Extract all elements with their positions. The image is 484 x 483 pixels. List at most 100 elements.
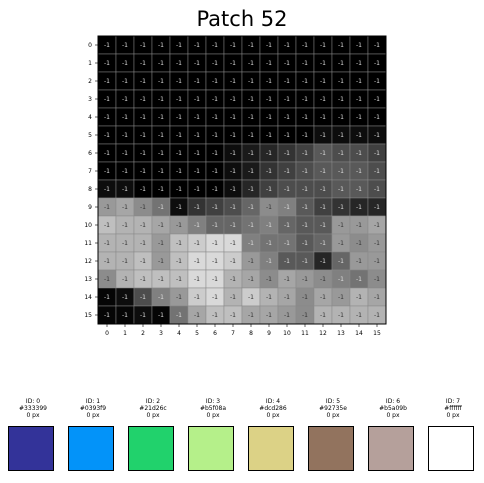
cell-label: -1 [320,96,326,103]
cell-label: -1 [158,222,164,229]
swatch-color-box [188,426,234,471]
cell-label: -1 [176,186,182,193]
cell-label: -1 [158,312,164,319]
cell-label: -1 [122,150,128,157]
cell-label: -1 [266,276,272,283]
cell-label: -1 [176,114,182,121]
cell-label: -1 [104,294,110,301]
cell-label: -1 [158,114,164,121]
cell-label: -1 [158,276,164,283]
cell-label: -1 [302,294,308,301]
cell-label: -1 [158,168,164,175]
cell-label: -1 [320,204,326,211]
cell-label: -1 [176,168,182,175]
cell-label: -1 [140,204,146,211]
cell-label: -1 [194,186,200,193]
cell-label: -1 [212,168,218,175]
cell-label: -1 [374,276,380,283]
swatch-id: ID: 2 [145,398,161,405]
cell-label: -1 [320,240,326,247]
cell-label: -1 [140,132,146,139]
cell-label: -1 [122,132,128,139]
cell-label: -1 [122,204,128,211]
cell-label: -1 [104,204,110,211]
cell-label: -1 [320,42,326,49]
swatch-id: ID: 4 [265,398,281,405]
palette-swatch-6: ID: 6 #b5a09b 0 px [363,398,423,471]
y-tick-label: 4 [88,114,92,121]
cell-label: -1 [230,240,236,247]
cell-label: -1 [374,240,380,247]
swatch-hex: #333399 [19,405,47,412]
x-tick-label: 1 [123,330,127,337]
swatch-id: ID: 1 [85,398,101,405]
cell-label: -1 [374,186,380,193]
cell-label: -1 [140,240,146,247]
cell-label: -1 [194,258,200,265]
cell-label: -1 [356,186,362,193]
cell-label: -1 [302,96,308,103]
cell-label: -1 [212,276,218,283]
cell-label: -1 [194,204,200,211]
cell-label: -1 [338,168,344,175]
cell-label: -1 [338,114,344,121]
cell-label: -1 [320,312,326,319]
swatch-id: ID: 6 [385,398,401,405]
cell-label: -1 [122,42,128,49]
cell-label: -1 [248,78,254,85]
cell-label: -1 [266,312,272,319]
swatch-px: 0 px [206,412,220,419]
cell-label: -1 [122,258,128,265]
cell-label: -1 [140,294,146,301]
cell-label: -1 [284,186,290,193]
cell-label: -1 [194,312,200,319]
cell-label: -1 [338,150,344,157]
cell-label: -1 [230,42,236,49]
y-tick-label: 2 [88,78,92,85]
swatch-hex: #ffffff [444,405,462,412]
cell-label: -1 [284,150,290,157]
cell-label: -1 [212,60,218,67]
cell-label: -1 [302,132,308,139]
swatch-id: ID: 5 [325,398,341,405]
cell-label: -1 [176,276,182,283]
cell-label: -1 [338,132,344,139]
y-tick-label: 6 [88,150,92,157]
cell-label: -1 [194,78,200,85]
swatch-px: 0 px [266,412,280,419]
swatch-px: 0 px [326,412,340,419]
cell-label: -1 [122,276,128,283]
cell-label: -1 [122,78,128,85]
y-tick-label: 14 [84,294,92,301]
cell-label: -1 [248,312,254,319]
swatch-color-box [308,426,354,471]
cell-label: -1 [248,186,254,193]
cell-label: -1 [356,168,362,175]
cell-label: -1 [248,114,254,121]
cell-label: -1 [338,42,344,49]
cell-label: -1 [266,204,272,211]
y-tick-label: 10 [84,222,92,229]
cell-label: -1 [338,204,344,211]
swatch-color-box [128,426,174,471]
swatch-px: 0 px [86,412,100,419]
cell-label: -1 [338,258,344,265]
cell-label: -1 [212,204,218,211]
swatch-color-box [248,426,294,471]
y-tick-label: 7 [88,168,92,175]
cell-label: -1 [104,114,110,121]
cell-label: -1 [230,96,236,103]
cell-label: -1 [248,258,254,265]
y-tick-label: 5 [88,132,92,139]
cell-label: -1 [176,258,182,265]
cell-label: -1 [302,276,308,283]
cell-label: -1 [338,222,344,229]
cell-label: -1 [140,78,146,85]
cell-label: -1 [122,294,128,301]
heatmap-frame [97,35,387,325]
cell-label: -1 [284,294,290,301]
cell-label: -1 [248,60,254,67]
cell-label: -1 [302,258,308,265]
x-tick-label: 2 [141,330,145,337]
cell-label: -1 [158,60,164,67]
